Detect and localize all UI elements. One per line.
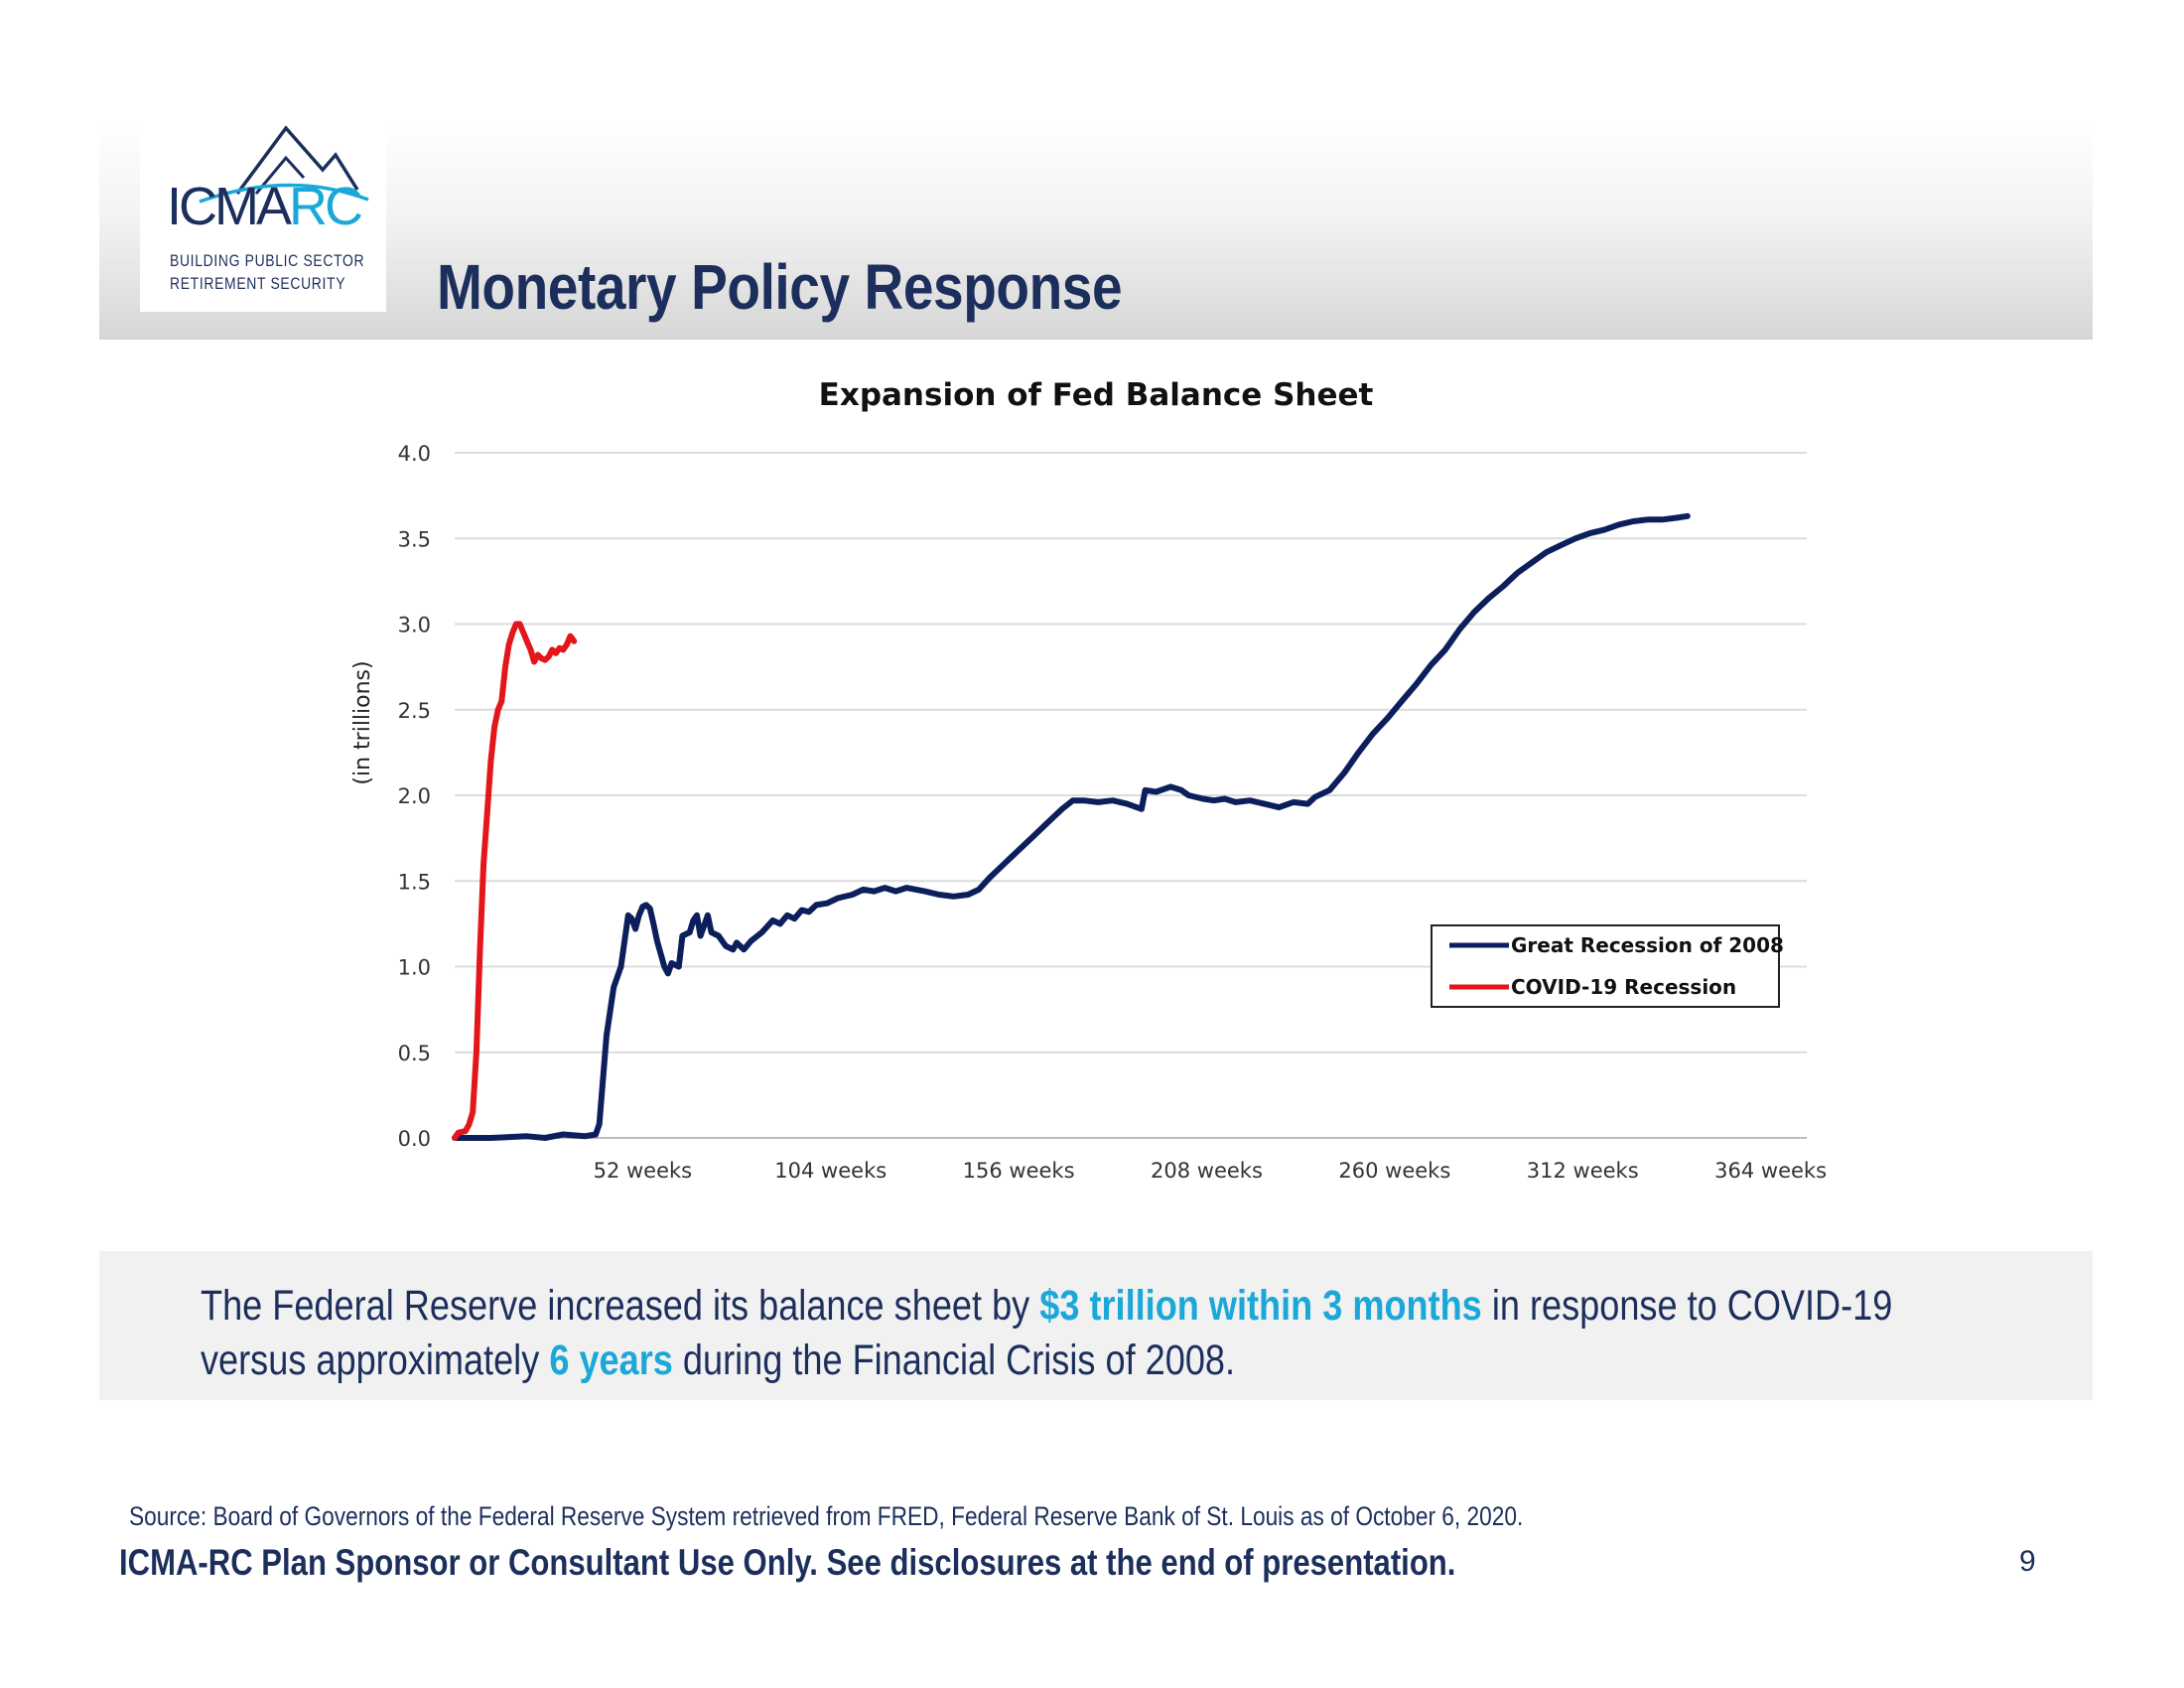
y-tick-label: 2.0	[398, 784, 431, 808]
header-band	[99, 119, 2093, 340]
x-tick-labels: 52 weeks 104 weeks 156 weeks 208 weeks 260 w…	[594, 1159, 1827, 1183]
series-lines	[452, 512, 1691, 1141]
y-tick-label: 3.0	[398, 614, 431, 637]
y-tick-label: 3.5	[398, 527, 431, 551]
logo-wordmark: ICMARC	[167, 177, 363, 236]
y-tick-label: 0.5	[398, 1042, 431, 1065]
page-number: 9	[2019, 1545, 2036, 1578]
legend-label-great-recession: Great Recession of 2008	[1511, 933, 1784, 957]
disclaimer: ICMA-RC Plan Sponsor or Consultant Use O…	[119, 1542, 1456, 1583]
chart-legend: Great Recession of 2008 COVID-19 Recessi…	[1431, 924, 1784, 1008]
y-tick-label: 1.0	[398, 956, 431, 980]
series-line-great-recession	[452, 512, 1691, 1141]
mountain-logo-icon	[199, 125, 369, 204]
y-axis-label: (in trillions)	[350, 660, 375, 784]
highlight-6-years: 6 years	[549, 1336, 673, 1384]
x-tick-label: 104 weeks	[774, 1159, 887, 1183]
x-tick-label: 52 weeks	[594, 1159, 693, 1183]
y-tick-label: 2.5	[398, 699, 431, 723]
series-line-covid	[452, 621, 578, 1141]
x-tick-label: 208 weeks	[1151, 1159, 1263, 1183]
legend-box	[1431, 924, 1780, 1008]
callout-box: The Federal Reserve increased its balanc…	[99, 1251, 2093, 1400]
company-logo: ICMARC BUILDING PUBLIC SECTOR RETIREMENT…	[140, 120, 386, 312]
y-tick-label: 4.0	[398, 442, 431, 466]
chart-title: Expansion of Fed Balance Sheet	[819, 377, 1374, 413]
y-tick-label: 1.5	[398, 870, 431, 894]
y-tick-labels: 0.0 0.5 1.0 1.5 2.0 2.5 3.0 3.5 4.0	[398, 442, 431, 1151]
legend-label-covid: COVID-19 Recession	[1511, 975, 1736, 999]
balance-sheet-chart: Expansion of Fed Balance Sheet (in trill…	[350, 377, 1827, 1183]
x-tick-label: 156 weeks	[963, 1159, 1075, 1183]
y-tick-label: 0.0	[398, 1127, 431, 1151]
x-tick-label: 312 weeks	[1527, 1159, 1639, 1183]
x-tick-label: 364 weeks	[1714, 1159, 1827, 1183]
x-tick-label: 260 weeks	[1338, 1159, 1450, 1183]
logo-tagline: BUILDING PUBLIC SECTOR RETIREMENT SECURI…	[170, 251, 365, 293]
source-note: Source: Board of Governors of the Federa…	[129, 1501, 1524, 1531]
page-title: Monetary Policy Response	[437, 251, 1123, 323]
grid-lines	[455, 452, 1807, 1139]
highlight-3-trillion: $3 trillion within 3 months	[1039, 1282, 1482, 1330]
callout-text: The Federal Reserve increased its balanc…	[201, 1282, 1893, 1384]
